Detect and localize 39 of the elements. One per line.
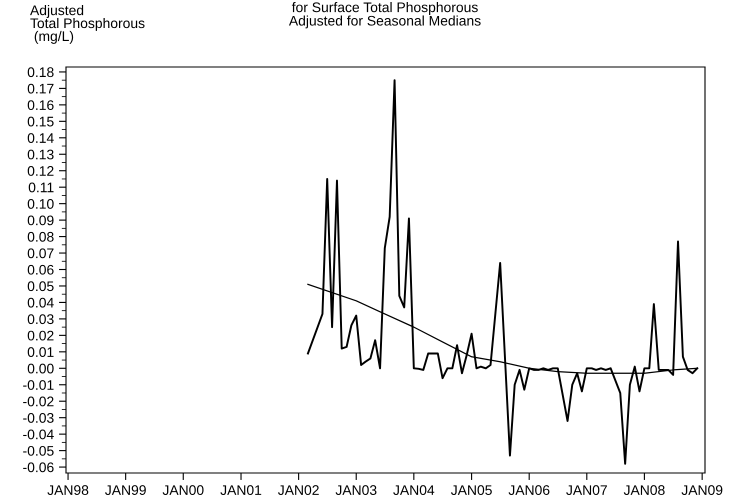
x-tick-label: JAN00 [162, 485, 204, 496]
x-tick-label: JAN06 [508, 485, 550, 496]
y-tick-label: 0.05 [28, 281, 54, 292]
y-tick-label: 0.06 [28, 264, 54, 275]
y-axis-title: Adjusted Total Phosphorous (mg/L) [30, 5, 145, 44]
x-tick-label: JAN07 [566, 485, 607, 496]
x-tick-label: JAN03 [336, 485, 376, 496]
y-tick-label: 0.17 [28, 84, 54, 94]
y-tick-label: -0.02 [23, 396, 54, 406]
y-tick-label: 0.07 [28, 248, 54, 258]
x-tick-label: JAN04 [393, 485, 434, 496]
y-tick-label: 0.11 [28, 182, 54, 192]
y-tick-label: 0.10 [28, 198, 54, 209]
x-tick-label: JAN05 [450, 485, 492, 496]
y-tick-label: -0.03 [23, 413, 54, 423]
x-tick-label: JAN98 [47, 485, 88, 496]
y-tick-label: 0.02 [28, 330, 54, 341]
y-tick-label: 0.13 [28, 150, 54, 160]
y-tick-label: 0.04 [28, 298, 54, 308]
x-tick-label: JAN09 [682, 485, 722, 496]
y-tick-label: -0.05 [23, 446, 54, 456]
y-tick-label: 0.09 [28, 215, 54, 226]
y-tick-label: 0.03 [28, 314, 54, 324]
chart-title: for Surface Total Phosphorous Adjusted for Seasonal Medians [288, 2, 481, 28]
x-tick-label: JAN02 [278, 485, 319, 496]
y-tick-label: 0.01 [28, 347, 54, 357]
x-tick-label: JAN99 [105, 485, 146, 496]
y-tick-label: -0.01 [23, 380, 54, 390]
y-tick-label: 0.12 [28, 166, 54, 176]
x-tick-label: JAN08 [624, 485, 665, 496]
y-tick-label: 0.08 [28, 232, 54, 242]
y-tick-label: 0.15 [28, 116, 54, 126]
y-tick-label: 0.14 [28, 133, 54, 143]
y-tick-label: 0.00 [28, 364, 54, 374]
y-tick-label: 0.16 [28, 100, 54, 110]
x-tick-label: JAN01 [220, 485, 262, 496]
y-tick-label: -0.04 [23, 429, 54, 440]
y-tick-label: 0.18 [28, 67, 54, 78]
y-tick-label: -0.06 [23, 462, 54, 472]
